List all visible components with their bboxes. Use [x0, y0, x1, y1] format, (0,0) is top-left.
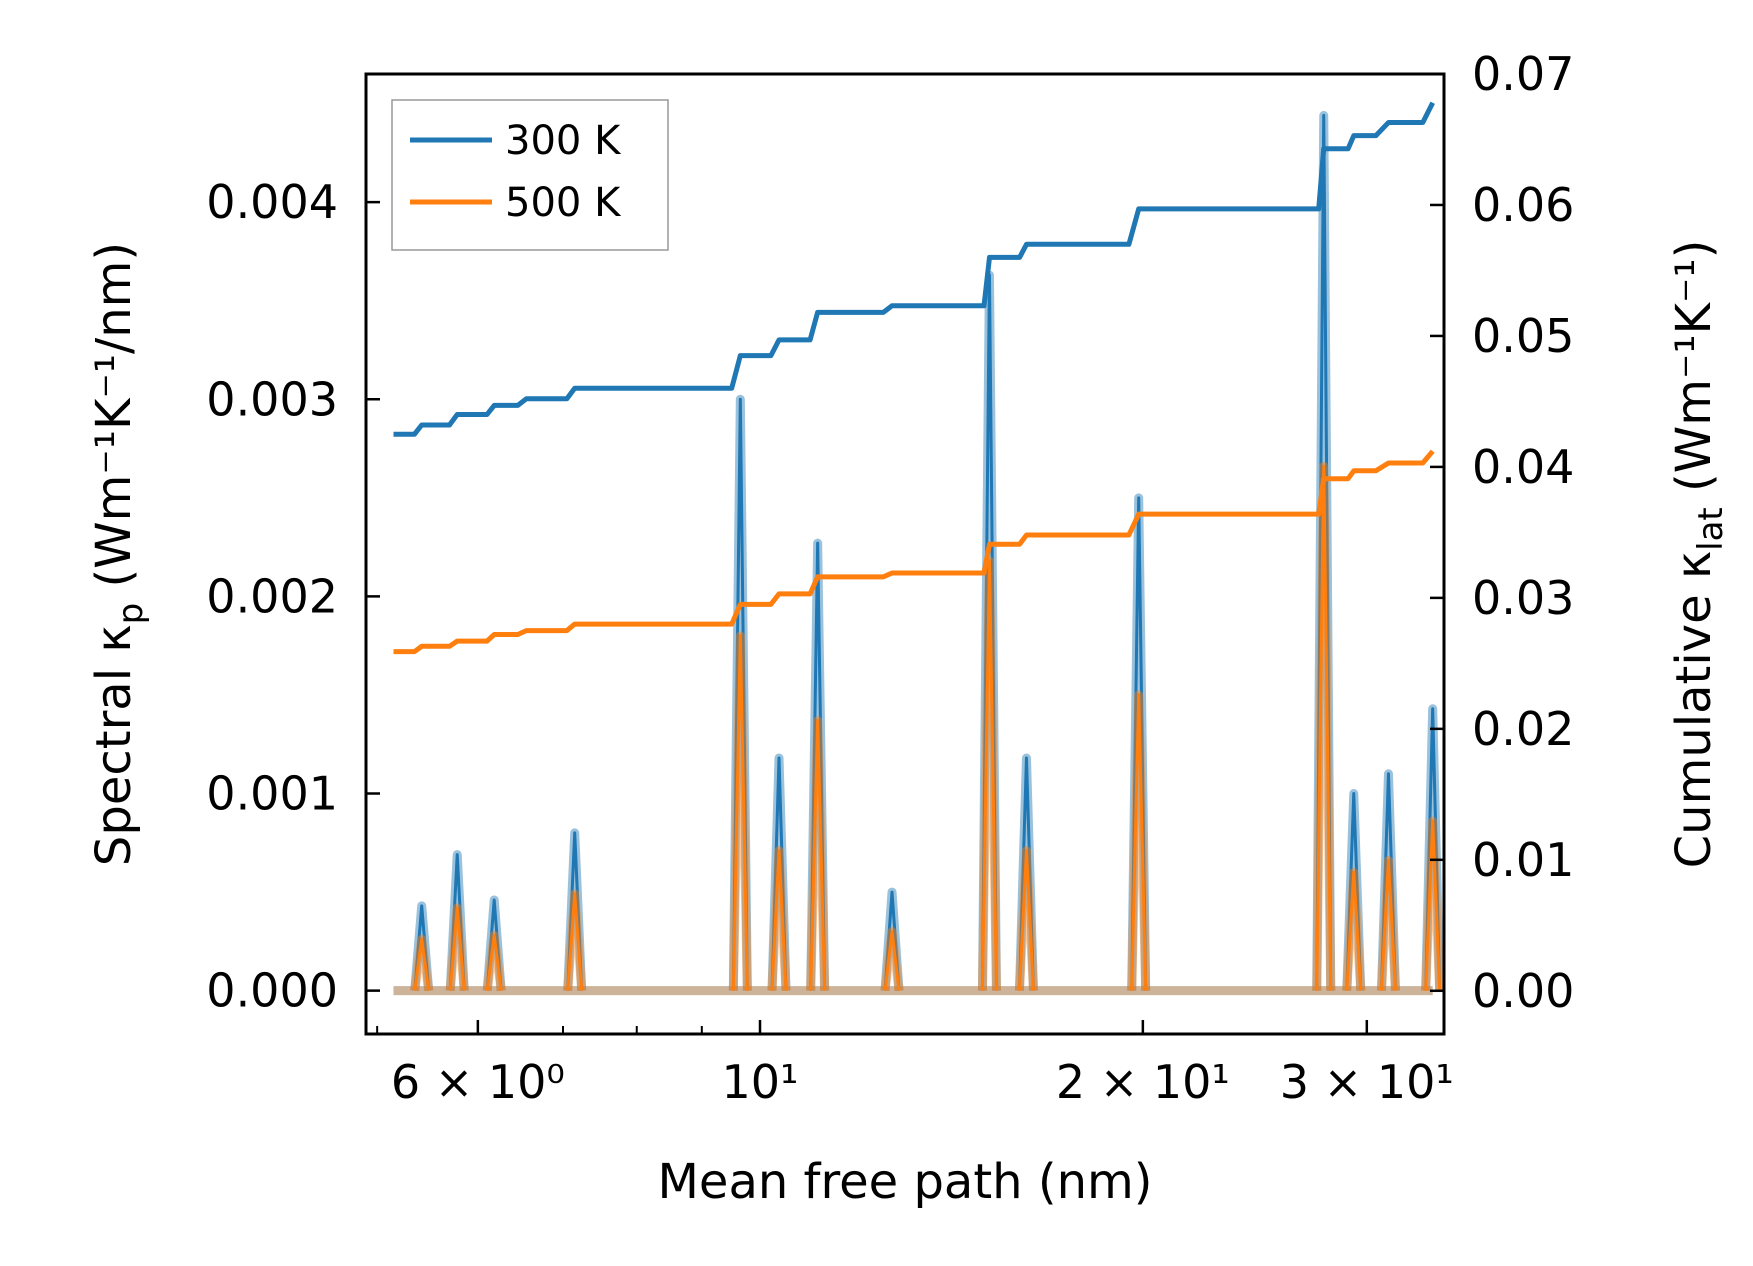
y-right-tick-label: 0.04	[1472, 440, 1574, 494]
plot-frame	[364, 72, 1446, 1036]
y-left-tick-label: 0.003	[206, 372, 338, 426]
cumulative-line-300k	[393, 101, 1435, 437]
y-axis-left-label: Spectral κp (Wm⁻¹K⁻¹/nm)	[86, 242, 151, 866]
cumulative-layer	[393, 101, 1435, 655]
spectral-peak	[731, 397, 749, 991]
spectral-peak	[1017, 849, 1035, 991]
spectral-peak	[1017, 756, 1035, 991]
spectral-peak	[1345, 792, 1363, 991]
spectral-peak	[883, 929, 901, 991]
y-axis-left-label-unit: (Wm⁻¹K⁻¹/nm)	[86, 242, 142, 603]
y-right-tick-label: 0.02	[1472, 702, 1574, 756]
spectral-peak	[413, 937, 431, 991]
spectral-peak	[1315, 464, 1333, 991]
y-axis-right-label-sub: lat	[1691, 507, 1731, 551]
spectral-peak	[770, 756, 788, 991]
spectral-peak	[1130, 693, 1148, 991]
y-axis-left-label-sub: p	[111, 603, 151, 625]
x-tick-label: 2 × 10¹	[1056, 1055, 1230, 1109]
spectral-peak	[809, 719, 827, 991]
y-left-tick-label: 0.000	[206, 964, 338, 1018]
x-tick-label: 3 × 10¹	[1280, 1055, 1454, 1109]
y-left-tick-label: 0.002	[206, 569, 338, 623]
spectral-peak	[485, 933, 503, 991]
spectral-peak	[1424, 819, 1442, 991]
spectral-peak	[731, 634, 749, 991]
x-axis-ticks: 6 × 10⁰ 10¹ 2 × 10¹ 3 × 10¹	[376, 1020, 1454, 1109]
spectral-peak	[809, 541, 827, 991]
y-axis-left-label-main: Spectral κ	[86, 624, 142, 866]
y-axis-right-ticks: 0.00 0.01 0.02 0.03 0.04 0.05 0.06 0.07	[1430, 47, 1574, 1018]
spectral-peak	[448, 906, 466, 991]
spectral-peak	[1315, 113, 1333, 991]
spectral-peak	[566, 892, 584, 991]
spectral-peak	[1424, 707, 1442, 991]
legend-label-300k: 300 K	[505, 118, 622, 164]
y-axis-right-label-unit: (Wm⁻¹K⁻¹)	[1666, 240, 1722, 508]
y-right-tick-label: 0.01	[1472, 833, 1574, 887]
cumulative-line-500k	[393, 449, 1435, 655]
spectral-peak	[1130, 496, 1148, 991]
spectral-peak	[1379, 859, 1397, 991]
y-right-tick-label: 0.00	[1472, 964, 1574, 1018]
y-axis-right-label: Cumulative κlat (Wm⁻¹K⁻¹)	[1666, 240, 1731, 869]
y-right-tick-label: 0.03	[1472, 571, 1574, 625]
legend-box	[391, 99, 669, 251]
spectral-peak	[883, 890, 901, 991]
spectral-peak	[413, 904, 431, 991]
spectral-layer	[393, 110, 1445, 996]
x-axis-label: Mean free path (nm)	[658, 1154, 1153, 1210]
y-left-tick-label: 0.004	[206, 175, 338, 229]
spectral-peak	[980, 559, 998, 991]
y-left-tick-label: 0.001	[206, 767, 338, 821]
y-axis-right-label-main: Cumulative κ	[1666, 551, 1722, 869]
spectral-peak	[770, 849, 788, 991]
spectral-peak	[1345, 870, 1363, 991]
y-axis-left-ticks: 0.000 0.001 0.002 0.003 0.004	[206, 175, 380, 1018]
y-right-tick-label: 0.07	[1472, 47, 1574, 101]
y-right-tick-label: 0.06	[1472, 178, 1574, 232]
y-right-tick-label: 0.05	[1472, 309, 1574, 363]
legend-label-500k: 500 K	[505, 180, 622, 226]
spectral-peak	[1379, 772, 1397, 991]
x-tick-label: 6 × 10⁰	[391, 1055, 565, 1109]
legend: 300 K 500 K	[391, 99, 669, 251]
x-tick-label: 10¹	[722, 1055, 799, 1109]
